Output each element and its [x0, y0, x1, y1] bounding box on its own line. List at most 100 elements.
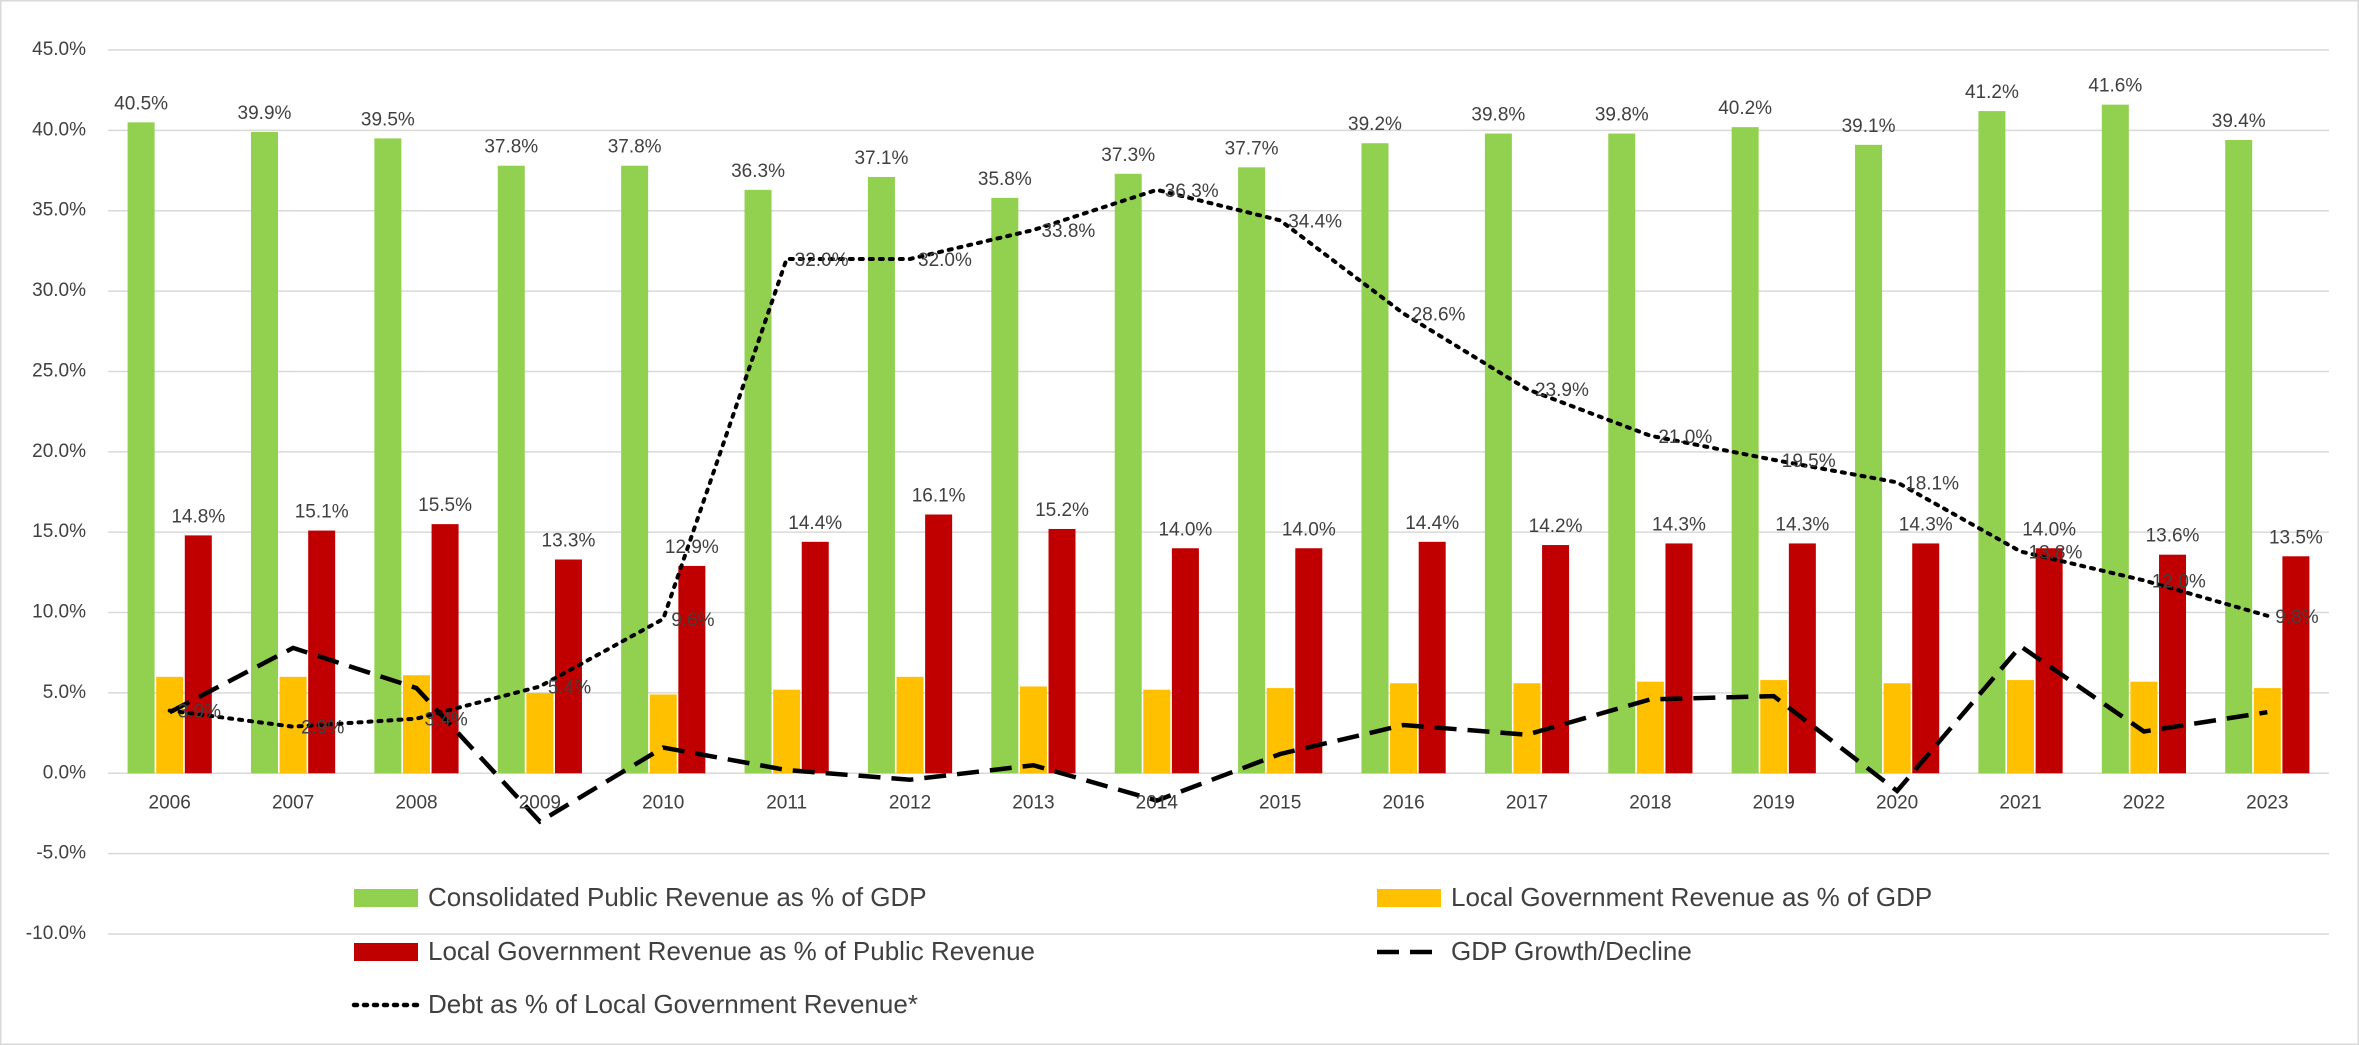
y-tick-label: -5.0%	[36, 843, 86, 864]
bar	[1048, 528, 1076, 774]
bar-value-label: 14.0%	[1282, 519, 1336, 540]
x-tick-label: 2019	[1753, 792, 1795, 813]
y-tick-label: 40.0%	[32, 119, 86, 140]
bar-value-label: 15.2%	[1035, 500, 1089, 521]
bar	[2007, 680, 2035, 774]
line-value-label: 2.9%	[301, 718, 344, 739]
bar-value-label: 13.3%	[542, 531, 596, 552]
legend-swatch	[1377, 889, 1441, 907]
bar-value-label: 37.7%	[1225, 138, 1279, 159]
bar	[1665, 543, 1693, 774]
bar	[1731, 127, 1759, 774]
bar	[156, 676, 184, 774]
bar-value-label: 13.5%	[2269, 527, 2323, 548]
bar	[2282, 556, 2310, 774]
y-tick-label: 20.0%	[32, 441, 86, 462]
bar-value-label: 14.3%	[1652, 514, 1706, 535]
x-tick-label: 2014	[1136, 792, 1179, 813]
bar	[896, 676, 924, 774]
x-tick-label: 2008	[395, 792, 437, 813]
x-tick-label: 2021	[1999, 792, 2041, 813]
legend-label: Consolidated Public Revenue as % of GDP	[428, 882, 927, 912]
y-tick-label: 0.0%	[43, 762, 86, 783]
bar	[621, 165, 649, 774]
bar-value-label: 12.9%	[665, 537, 719, 558]
y-tick-label: -10.0%	[26, 923, 86, 944]
bar-value-label: 40.2%	[1718, 98, 1772, 119]
bar-value-label: 39.4%	[2212, 111, 2266, 132]
line-value-label: 32.0%	[795, 250, 849, 271]
line-value-label: 34.4%	[1288, 211, 1342, 232]
bar-value-label: 39.1%	[1842, 116, 1896, 137]
bar	[678, 565, 706, 774]
bar	[184, 535, 212, 774]
x-tick-label: 2022	[2123, 792, 2165, 813]
bar	[773, 689, 801, 774]
bar	[1855, 144, 1883, 774]
bar	[1513, 683, 1541, 774]
bar-value-label: 15.1%	[295, 502, 349, 523]
y-tick-label: 5.0%	[43, 682, 86, 703]
bar-value-label: 36.3%	[731, 161, 785, 182]
bar-value-label: 15.5%	[418, 495, 472, 516]
x-tick-label: 2020	[1876, 792, 1918, 813]
bar	[1295, 548, 1323, 774]
x-tick-label: 2010	[642, 792, 684, 813]
bar	[649, 694, 677, 774]
line-value-label: 9.8%	[2275, 607, 2318, 628]
bar-value-label: 39.9%	[238, 103, 292, 124]
bar	[1019, 686, 1047, 774]
bar	[526, 692, 554, 774]
line-value-label: 12.0%	[2152, 571, 2206, 592]
line-value-label: 13.8%	[2029, 542, 2083, 563]
bar	[1484, 133, 1512, 774]
bar-value-label: 14.0%	[1158, 519, 1212, 540]
bar-value-label: 40.5%	[114, 93, 168, 114]
bar-value-label: 41.2%	[1965, 82, 2019, 103]
line-value-label: 3.9%	[178, 702, 221, 723]
y-tick-label: 35.0%	[32, 200, 86, 221]
y-tick-label: 15.0%	[32, 521, 86, 542]
x-tick-label: 2013	[1012, 792, 1054, 813]
line-value-label: 18.1%	[1905, 473, 1959, 494]
bar-value-label: 14.3%	[1775, 514, 1829, 535]
bar	[1978, 111, 2006, 774]
bar-value-label: 37.1%	[854, 148, 908, 169]
bar	[744, 189, 772, 774]
line-value-label: 5.4%	[548, 677, 591, 698]
x-tick-label: 2018	[1629, 792, 1671, 813]
bar-value-label: 37.8%	[608, 137, 662, 158]
bar	[925, 514, 953, 774]
y-tick-label: 10.0%	[32, 602, 86, 623]
legend-label: Debt as % of Local Government Revenue*	[428, 989, 918, 1019]
y-tick-label: 25.0%	[32, 360, 86, 381]
x-tick-label: 2006	[149, 792, 191, 813]
bar	[1390, 683, 1418, 774]
x-tick-label: 2015	[1259, 792, 1301, 813]
bar-value-label: 39.8%	[1595, 105, 1649, 126]
bar	[801, 541, 829, 774]
bar-value-label: 35.8%	[978, 169, 1032, 190]
bar-value-label: 13.6%	[2146, 526, 2200, 547]
bar-value-label: 14.4%	[788, 513, 842, 534]
bar-value-label: 14.4%	[1405, 513, 1459, 534]
bar	[374, 138, 402, 774]
bar-value-label: 14.8%	[171, 506, 225, 527]
bar	[1266, 688, 1294, 774]
y-tick-label: 45.0%	[32, 39, 86, 60]
line-value-label: 23.9%	[1535, 380, 1589, 401]
bar-value-label: 39.8%	[1471, 105, 1525, 126]
bar	[497, 165, 525, 774]
bar-value-label: 14.2%	[1529, 516, 1583, 537]
x-tick-label: 2017	[1506, 792, 1548, 813]
bar	[991, 197, 1019, 774]
bar-value-label: 37.8%	[484, 137, 538, 158]
bar	[1114, 173, 1142, 774]
legend-label: GDP Growth/Decline	[1451, 936, 1692, 966]
legend-label: Local Government Revenue as % of GDP	[1451, 882, 1932, 912]
line-value-label: 19.5%	[1782, 451, 1836, 472]
line-value-label: 33.8%	[1041, 221, 1095, 242]
x-tick-label: 2016	[1382, 792, 1424, 813]
bar	[867, 176, 895, 774]
